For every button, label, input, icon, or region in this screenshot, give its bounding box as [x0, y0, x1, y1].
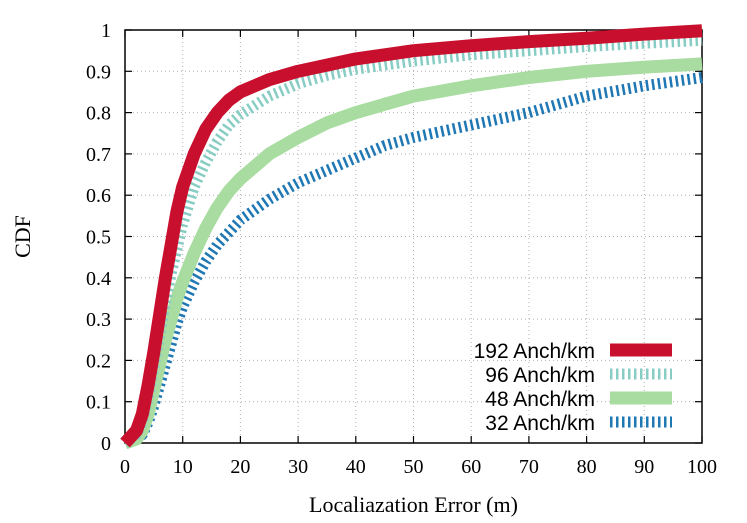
x-tick-label: 80	[577, 456, 597, 478]
x-tick-label: 50	[404, 456, 424, 478]
y-tick-label: 0.2	[86, 350, 111, 372]
series-line-3	[123, 72, 703, 449]
x-tick-label: 0	[120, 456, 130, 478]
x-tick-label: 90	[634, 456, 654, 478]
y-tick-label: 1	[101, 20, 111, 42]
y-tick-label: 0.9	[86, 61, 111, 83]
y-tick-label: 0.5	[86, 227, 111, 249]
x-axis-title: Localiazation Error (m)	[309, 492, 518, 517]
legend-label: 192 Anch/km	[474, 340, 595, 363]
legend-label: 48 Anch/km	[485, 388, 595, 411]
y-tick-label: 0.6	[86, 185, 111, 207]
series-layer	[120, 24, 703, 450]
x-tick-label: 10	[173, 456, 193, 478]
legend-label: 32 Anch/km	[485, 412, 595, 435]
y-tick-label: 0.8	[86, 103, 111, 125]
y-tick-label: 0.7	[86, 144, 111, 166]
x-tick-label: 60	[461, 456, 481, 478]
x-tick-label: 20	[230, 456, 250, 478]
y-tick-label: 0.1	[86, 392, 111, 414]
series-line-1	[121, 34, 703, 448]
axis-ticks: 0 10 20 30 40 50 60 70 80 90 100 0 0.1 0.2 0.3 0.4 0.5 0.…	[86, 20, 717, 478]
legend-label: 96 Anch/km	[485, 364, 595, 387]
x-tick-label: 100	[687, 456, 717, 478]
x-tick-label: 70	[519, 456, 539, 478]
x-tick-label: 40	[346, 456, 366, 478]
x-tick-label: 30	[288, 456, 308, 478]
y-tick-label: 0	[101, 433, 111, 455]
series-line-0	[120, 24, 703, 448]
y-axis-title: CDF	[10, 215, 35, 258]
y-tick-label: 0.4	[86, 268, 111, 290]
y-tick-label: 0.3	[86, 309, 111, 331]
